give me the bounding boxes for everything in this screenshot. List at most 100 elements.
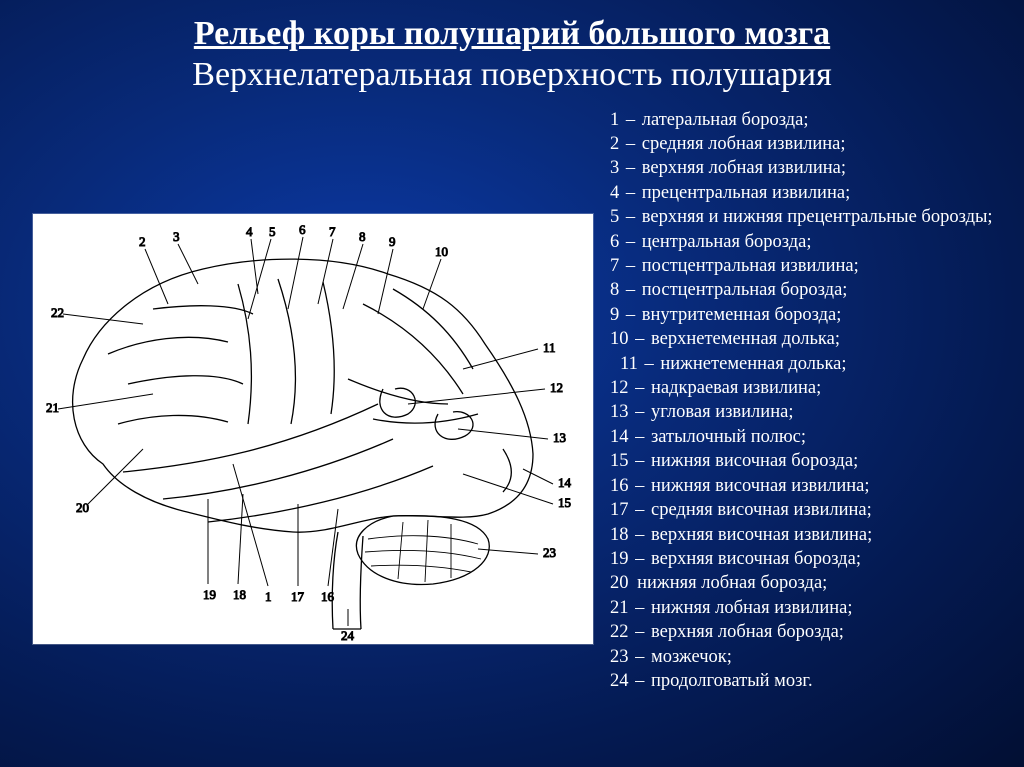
legend-end: . (808, 671, 813, 691)
legend-num: 5 (610, 207, 619, 227)
legend-item-7: 7 – постцентральная извилина; (610, 254, 996, 278)
legend-item-17: 17 – средняя височная извилина; (610, 498, 996, 522)
svg-text:4: 4 (246, 224, 253, 239)
legend-end: ; (801, 427, 806, 447)
legend-end: ; (727, 647, 732, 667)
legend-text: верхнетеменная долька (651, 329, 835, 349)
legend-text: надкраевая извилина (651, 378, 816, 398)
legend-item-24: 24 – продолговатый мозг. (610, 669, 996, 693)
legend-sep: – (619, 305, 642, 325)
svg-text:20: 20 (76, 500, 89, 515)
svg-text:15: 15 (558, 495, 571, 510)
legend-sep: – (629, 329, 652, 349)
legend-end: ; (867, 500, 872, 520)
legend-item-19: 19 – верхняя височная борозда; (610, 547, 996, 571)
legend-text: средняя височная извилина (651, 500, 867, 520)
legend-item-20: 20 нижняя лобная борозда; (610, 571, 996, 595)
legend-sep: – (629, 549, 652, 569)
legend-item-23: 23 – мозжечок; (610, 645, 996, 669)
legend-end: ; (842, 280, 847, 300)
legend-num: 14 (610, 427, 629, 447)
legend-num: 18 (610, 525, 629, 545)
legend-num: 7 (610, 256, 619, 276)
svg-text:9: 9 (389, 234, 396, 249)
svg-text:3: 3 (173, 229, 180, 244)
svg-text:6: 6 (299, 222, 306, 237)
legend-item-9: 9 – внутритеменная борозда; (610, 303, 996, 327)
legend-num: 2 (610, 134, 619, 154)
legend-end: ; (822, 573, 827, 593)
legend-text: прецентральная извилина (642, 183, 845, 203)
legend-text: нижняя височная борозда (651, 451, 853, 471)
legend-text: нижнетеменная долька (660, 354, 841, 374)
legend-text: верхняя лобная борозда (651, 622, 839, 642)
legend-sep: – (629, 622, 652, 642)
legend-sep: – (629, 378, 652, 398)
legend-item-15: 15 – нижняя височная борозда; (610, 449, 996, 473)
legend-item-11: 11 – нижнетеменная долька; (610, 352, 996, 376)
legend-text: продолговатый мозг (651, 671, 808, 691)
svg-text:21: 21 (46, 400, 59, 415)
legend-text: центральная борозда (642, 232, 807, 252)
diagram-panel: 2 3 4 5 6 7 8 9 10 11 12 13 14 (28, 104, 598, 724)
legend-item-5: 5 – верхняя и нижняя прецентральные боро… (610, 205, 996, 229)
legend-end: ; (867, 525, 872, 545)
legend-text: внутритеменная борозда (642, 305, 836, 325)
svg-text:24: 24 (341, 628, 355, 643)
legend-panel: 1 – латеральная борозда;2 – средняя лобн… (610, 104, 996, 724)
legend-text: постцентральная борозда (642, 280, 843, 300)
legend-end: ; (839, 622, 844, 642)
legend-num: 8 (610, 280, 619, 300)
legend-item-18: 18 – верхняя височная извилина; (610, 523, 996, 547)
legend-num: 12 (610, 378, 629, 398)
legend-num: 10 (610, 329, 629, 349)
legend-sep: – (619, 232, 642, 252)
legend-sep: – (629, 500, 652, 520)
legend-sep: – (619, 256, 642, 276)
legend-num: 23 (610, 647, 629, 667)
legend-sep: – (629, 525, 652, 545)
legend-item-2: 2 – средняя лобная извилина; (610, 132, 996, 156)
legend-num: 24 (610, 671, 629, 691)
legend-num: 6 (610, 232, 619, 252)
legend-end: ; (841, 158, 846, 178)
legend-text: постцентральная извилина (642, 256, 854, 276)
legend-text: верхняя височная извилина (651, 525, 867, 545)
svg-text:12: 12 (550, 380, 563, 395)
svg-text:8: 8 (359, 229, 366, 244)
legend-sep: – (619, 207, 642, 227)
slide-page: Рельеф коры полушарий большого мозга Вер… (0, 0, 1024, 767)
legend-end: ; (836, 305, 841, 325)
legend-sep: – (629, 476, 652, 496)
legend-num: 16 (610, 476, 629, 496)
svg-text:11: 11 (543, 340, 556, 355)
legend-item-3: 3 – верхняя лобная извилина; (610, 156, 996, 180)
legend-end: ; (840, 134, 845, 154)
legend-item-16: 16 – нижняя височная извилина; (610, 474, 996, 498)
svg-text:13: 13 (553, 430, 566, 445)
legend-item-6: 6 – центральная борозда; (610, 230, 996, 254)
legend-end: ; (856, 549, 861, 569)
svg-text:10: 10 (435, 244, 448, 259)
legend-sep: – (619, 183, 642, 203)
legend-num: 3 (610, 158, 619, 178)
legend-sep: – (629, 671, 652, 691)
legend-sep: – (619, 280, 642, 300)
legend-text: угловая извилина (651, 402, 788, 422)
legend-item-12: 12 – надкраевая извилина; (610, 376, 996, 400)
legend-item-13: 13 – угловая извилина; (610, 400, 996, 424)
legend-sep: – (629, 402, 652, 422)
legend-num: 21 (610, 598, 629, 618)
svg-text:5: 5 (269, 224, 276, 239)
svg-text:14: 14 (558, 475, 572, 490)
legend-item-1: 1 – латеральная борозда; (610, 108, 996, 132)
title-line-1: Рельеф коры полушарий большого мозга (28, 14, 996, 55)
legend-item-4: 4 – прецентральная извилина; (610, 181, 996, 205)
legend-num: 22 (610, 622, 629, 642)
legend-num: 17 (610, 500, 629, 520)
legend-end: ; (835, 329, 840, 349)
legend-sep: – (619, 134, 642, 154)
legend-sep: – (638, 354, 661, 374)
legend-text: верхняя височная борозда (651, 549, 856, 569)
title-block: Рельеф коры полушарий большого мозга Вер… (28, 14, 996, 96)
